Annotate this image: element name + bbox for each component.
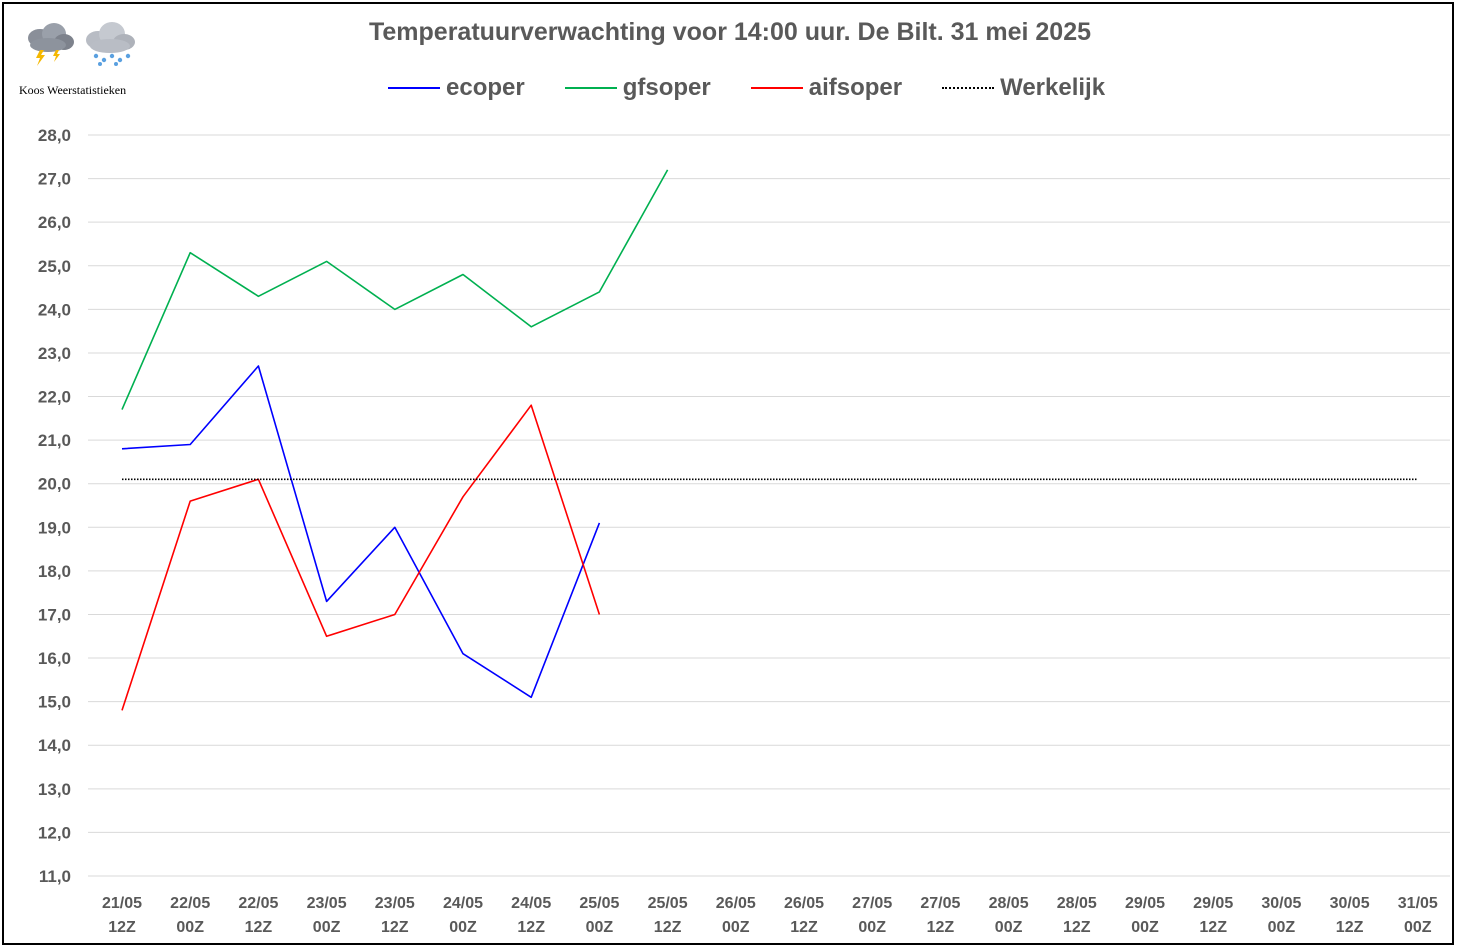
chart-title: Temperatuurverwachting voor 14:00 uur. D… bbox=[368, 18, 1092, 46]
weather-logo-icons bbox=[28, 22, 135, 66]
x-tick-label: 24/05 bbox=[443, 895, 483, 912]
x-tick-label: 12Z bbox=[1336, 919, 1364, 936]
y-tick-label: 23,0 bbox=[38, 344, 71, 363]
legend-item-werkelijk: Werkelijk bbox=[942, 74, 1105, 102]
y-tick-label: 24,0 bbox=[38, 300, 71, 319]
x-tick-label: 28/05 bbox=[989, 895, 1029, 912]
y-tick-label: 20,0 bbox=[38, 475, 71, 494]
x-tick-label: 12Z bbox=[517, 919, 545, 936]
x-tick-label: 23/05 bbox=[375, 895, 415, 912]
y-tick-label: 27,0 bbox=[38, 170, 71, 189]
x-tick-label: 28/05 bbox=[1057, 895, 1097, 912]
x-tick-label: 22/05 bbox=[238, 895, 278, 912]
x-tick-label: 27/05 bbox=[852, 895, 892, 912]
legend-label-ecoper: ecoper bbox=[446, 74, 525, 101]
x-tick-label: 00Z bbox=[858, 919, 886, 936]
x-tick-label: 00Z bbox=[1404, 919, 1432, 936]
y-tick-label: 26,0 bbox=[38, 213, 71, 232]
legend-label-gfsoper: gfsoper bbox=[622, 74, 711, 101]
y-tick-label: 25,0 bbox=[38, 257, 71, 276]
x-tick-label: 23/05 bbox=[307, 895, 347, 912]
legend-swatch-ecoper bbox=[388, 87, 440, 89]
x-tick-label: 00Z bbox=[586, 919, 614, 936]
x-tick-label: 21/05 bbox=[102, 895, 142, 912]
y-tick-label: 15,0 bbox=[38, 693, 71, 712]
x-tick-label: 00Z bbox=[1268, 919, 1296, 936]
x-tick-label: 12Z bbox=[108, 919, 136, 936]
x-tick-label: 00Z bbox=[1131, 919, 1159, 936]
x-tick-label: 12Z bbox=[245, 919, 273, 936]
y-tick-label: 18,0 bbox=[38, 562, 71, 581]
x-tick-label: 26/05 bbox=[784, 895, 824, 912]
x-tick-label: 00Z bbox=[449, 919, 477, 936]
x-tick-label: 26/05 bbox=[716, 895, 756, 912]
thunderstorm-cloud-icon bbox=[28, 23, 74, 66]
logo bbox=[18, 16, 158, 100]
series-line-gfsoper bbox=[121, 169, 669, 410]
legend-item-aifsoper: aifsoper bbox=[750, 74, 903, 102]
x-tick-label: 12Z bbox=[1063, 919, 1091, 936]
x-tick-label: 29/05 bbox=[1193, 895, 1233, 912]
legend-swatch-gfsoper bbox=[564, 87, 617, 89]
x-tick-label: 29/05 bbox=[1125, 895, 1165, 912]
snow-cloud-icon bbox=[86, 22, 135, 66]
x-tick-label: 31/05 bbox=[1398, 895, 1438, 912]
y-tick-label: 22,0 bbox=[38, 388, 71, 407]
x-tick-label: 27/05 bbox=[920, 895, 960, 912]
x-tick-label: 00Z bbox=[995, 919, 1023, 936]
y-tick-label: 14,0 bbox=[38, 736, 71, 755]
series-line-aifsoper bbox=[121, 404, 601, 711]
chart-legend: ecoper gfsoper aifsoper Werkelijk bbox=[388, 72, 1145, 104]
x-tick-label: 12Z bbox=[927, 919, 955, 936]
legend-item-ecoper: ecoper bbox=[388, 74, 525, 102]
y-tick-label: 21,0 bbox=[38, 431, 71, 450]
y-tick-label: 28,0 bbox=[38, 126, 71, 145]
x-tick-label: 12Z bbox=[1199, 919, 1227, 936]
legend-label-werkelijk: Werkelijk bbox=[1000, 74, 1106, 101]
x-tick-label: 00Z bbox=[176, 919, 204, 936]
y-tick-label: 16,0 bbox=[38, 649, 71, 668]
legend-swatch-aifsoper bbox=[750, 87, 803, 89]
x-tick-label: 24/05 bbox=[511, 895, 551, 912]
x-tick-label: 00Z bbox=[722, 919, 750, 936]
legend-item-gfsoper: gfsoper bbox=[564, 74, 711, 102]
x-tick-label: 30/05 bbox=[1330, 895, 1370, 912]
x-tick-label: 25/05 bbox=[579, 895, 619, 912]
x-tick-label: 12Z bbox=[381, 919, 409, 936]
series-line-ecoper bbox=[121, 365, 601, 699]
x-tick-label: 30/05 bbox=[1261, 895, 1301, 912]
x-tick-label: 12Z bbox=[654, 919, 682, 936]
x-tick-label: 25/05 bbox=[648, 895, 688, 912]
x-tick-label: 22/05 bbox=[170, 895, 210, 912]
y-tick-label: 12,0 bbox=[38, 823, 71, 842]
y-tick-label: 19,0 bbox=[38, 518, 71, 537]
legend-swatch-werkelijk bbox=[942, 87, 995, 89]
y-tick-label: 13,0 bbox=[38, 780, 71, 799]
y-tick-label: 17,0 bbox=[38, 605, 71, 624]
legend-label-aifsoper: aifsoper bbox=[808, 74, 903, 101]
x-tick-label: 12Z bbox=[790, 919, 818, 936]
logo-caption: Koos Weerstatistieken bbox=[19, 83, 127, 97]
x-tick-label: 00Z bbox=[313, 919, 341, 936]
y-tick-label: 11,0 bbox=[39, 867, 71, 886]
